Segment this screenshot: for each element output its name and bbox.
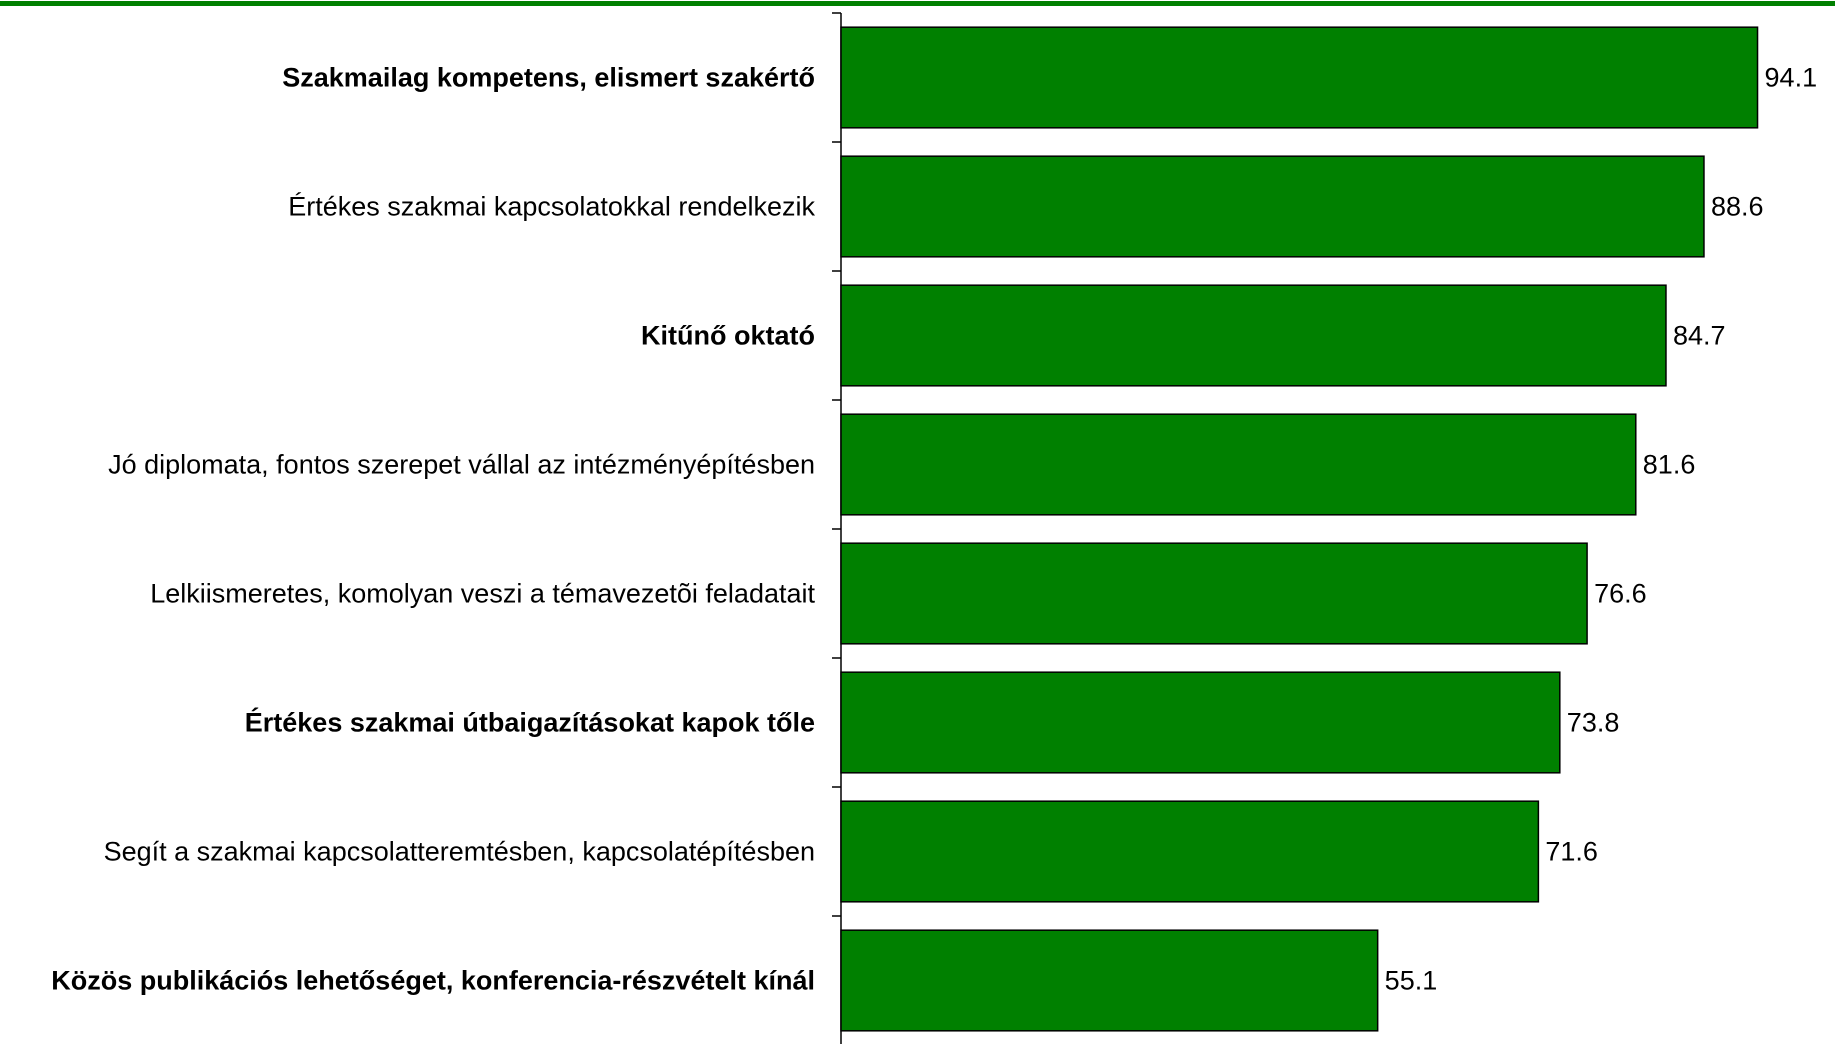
- category-label: Segít a szakmai kapcsolatteremtésben, ka…: [104, 837, 815, 867]
- value-label: 76.6: [1594, 579, 1647, 609]
- bar: [840, 800, 1540, 903]
- top-rule: [0, 1, 1835, 6]
- bar: [840, 671, 1561, 774]
- category-label: Jó diplomata, fontos szerepet vállal az …: [108, 450, 815, 480]
- value-label: 81.6: [1643, 450, 1696, 480]
- value-label: 84.7: [1673, 321, 1726, 351]
- value-label: 88.6: [1711, 192, 1764, 222]
- bar: [840, 284, 1667, 387]
- value-label: 94.1: [1765, 63, 1818, 93]
- category-label: Értékes szakmai kapcsolatokkal rendelkez…: [288, 192, 815, 222]
- bar: [840, 26, 1759, 129]
- category-label: Kitűnő oktató: [641, 321, 815, 351]
- value-label: 55.1: [1385, 966, 1438, 996]
- bar: [840, 929, 1379, 1032]
- category-label: Közös publikációs lehetőséget, konferenc…: [51, 966, 815, 996]
- category-label: Lelkiismeretes, komolyan veszi a témavez…: [150, 579, 815, 609]
- category-label: Értékes szakmai útbaigazításokat kapok t…: [245, 707, 815, 738]
- category-label: Szakmailag kompetens, elismert szakértő: [282, 63, 815, 93]
- value-label: 73.8: [1567, 708, 1620, 738]
- value-label: 71.6: [1545, 837, 1598, 867]
- bar: [840, 155, 1705, 258]
- bar: [840, 542, 1588, 645]
- bar: [840, 413, 1637, 516]
